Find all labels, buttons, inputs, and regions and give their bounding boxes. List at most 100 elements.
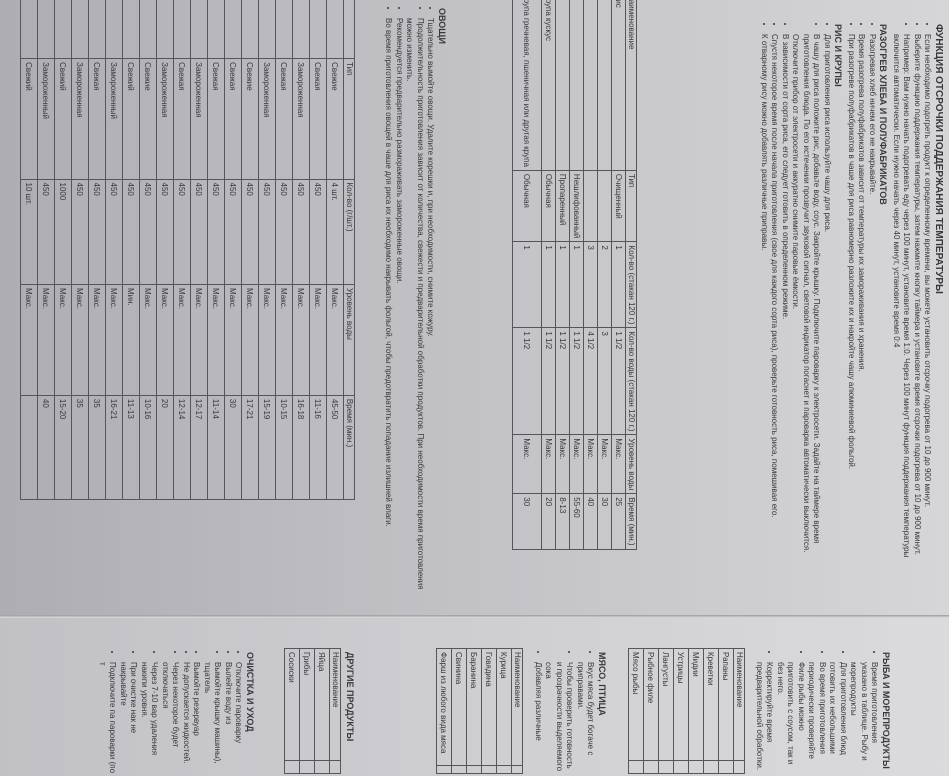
table-cell: 450 [71, 179, 89, 285]
table-cell: Крупа гречневая, пшеничная или другая кр… [512, 0, 542, 171]
meat-text: МЯСО, ПТИЦА Вкус мяса будет богаче с при… [533, 652, 610, 774]
table-cell: 450 [122, 179, 140, 285]
bullet-item: Добавляя различные [533, 662, 543, 774]
table-cell: 17-21 [241, 395, 259, 500]
table-cell [569, 0, 584, 171]
table-cell: 1 1/2 [555, 327, 570, 435]
table-cell [20, 0, 38, 59]
vegetables-bullets: Тщательно вымойте овощи. Удалите корешки… [383, 8, 436, 598]
table-cell: 30 [224, 395, 242, 500]
table-cell: 450 [224, 179, 242, 285]
meat-bullets: Вкус мяса будет богаче с приправами.Чтоб… [533, 652, 596, 774]
bullet-item: В чашу для риса положите рис, добавьте в… [790, 34, 822, 594]
table-cell: Свежий [54, 58, 72, 180]
bullet-item: Через 7-10 вар удаления накипи уровня. [139, 662, 160, 774]
table-cell: 12-14 [173, 395, 191, 500]
table-cell: Креветки [703, 648, 719, 761]
table-row: Фарш из любого вида мяса [436, 648, 452, 774]
table-cell: Замороженная [292, 58, 310, 180]
table-cell: Мясо рыбы [628, 648, 644, 761]
table-cell: 3 [583, 241, 598, 328]
table-cell-empty [703, 760, 719, 774]
table-cell: 450 [139, 179, 157, 285]
table-cell-empty [658, 760, 674, 774]
table-cell: Замороженная [71, 58, 89, 180]
other-text: ДРУГИЕ ПРОДУКТЫ [344, 652, 358, 774]
table-row: …рошекСвежий1000Макс.15-20 [54, 0, 72, 500]
table-cell: Макс. [37, 284, 55, 396]
bullet-item: Разогревая хлеб ничем его не накрывайте. [867, 34, 877, 594]
table-cell: Макс. [241, 284, 259, 396]
bullet-item: Спустя некоторое время после начала приг… [769, 34, 780, 594]
table-row: …ваСвежая450Макс.11-16 [309, 0, 327, 500]
table-cell: Свежие [326, 58, 344, 180]
table-row: Свинина [451, 648, 467, 774]
table-cell: Грибы [299, 648, 315, 761]
table-cell: Свежая [88, 58, 106, 180]
column-header: Время (мин.) [625, 493, 637, 550]
table-cell: Макс. [541, 434, 556, 494]
bullet-item: Время приготовления указано в таблице. Р… [848, 662, 880, 774]
intro-text: ФУНКЦИЯ ОТСРОЧКИ ПОДДЕРЖАНИЯ ТЕМПЕРАТУРЫ… [759, 24, 944, 594]
table-cell: Макс. [583, 434, 598, 494]
table-cell: …ста брокколи [275, 0, 293, 59]
table-cell: Макс. [207, 284, 225, 396]
bullet-item: Для приготовления риса используйте чашу … [822, 34, 832, 594]
table-cell: Свежие [139, 58, 157, 180]
table-cell: 1 [555, 241, 570, 328]
table-cell: Замороженная [190, 58, 208, 180]
bullet-item: Если необходимо подогреть продукт к опре… [922, 34, 933, 594]
table-cell: Крупа кускус [541, 0, 556, 171]
table-cell: Макс. [569, 434, 584, 494]
table-cell: 25 [611, 493, 626, 550]
table-cell: Макс. [275, 284, 293, 396]
table-row: Яйца [314, 648, 330, 774]
bullet-item: Корректируйте время предварительной обра… [754, 662, 775, 774]
column-header: Кол-во (стакан 120 г.) [625, 241, 637, 328]
rice-bullets: Для приготовления риса используйте чашу … [759, 24, 832, 594]
table-cell-empty [299, 760, 315, 774]
table-cell-empty [481, 765, 497, 774]
table-cell: 35 [71, 395, 89, 500]
fish-bullets: Время приготовления указано в таблице. Р… [754, 652, 880, 774]
table-row: Свежий 10 шт. Макс. [20, 0, 38, 500]
table-cell [292, 0, 310, 59]
table-cell: 450 [275, 179, 293, 285]
bullet-item: Вымойте крышку машины), тщатель [202, 662, 223, 774]
table-row: Замороженная 450 Макс. 35 [71, 0, 89, 500]
bullet-item: К отварному рису можно добавлять различн… [759, 34, 769, 594]
bullet-item: Для приготовления блюд готовить их небол… [827, 662, 849, 774]
table-row: Замороженная 450 Макс. 20 [156, 0, 174, 500]
table-cell: 1 [541, 241, 556, 328]
table-cell: 10 шт. [20, 179, 38, 285]
table-cell: Замороженная [156, 58, 174, 180]
table-cell-empty [496, 765, 512, 774]
bullet-item: Вымойте резервуар [191, 662, 202, 774]
bullet-item: Вкус мяса будет богаче с приправами. [575, 662, 596, 774]
table-header-row: Наименование [511, 648, 523, 774]
table-cell: …ва [309, 0, 327, 59]
table-cell: 1 1/2 [541, 327, 556, 435]
bullet-item: Чтобы проверить готовность и прозрачност… [543, 662, 575, 774]
table-row: Баранина [466, 648, 482, 774]
table-cell: Свежие [241, 58, 259, 180]
table-cell: 11-13 [122, 395, 140, 500]
table-cell: Макс. [555, 434, 570, 494]
table-cell: Макс. [88, 284, 106, 396]
table-cell: 10-15 [275, 395, 293, 500]
column-header: Уровень воды [625, 434, 637, 494]
table-row: …та …очаннаяСвежие450Макс.17-21 [241, 0, 259, 500]
bullet-item: Тщательно вымойте овощи. Удалите корешки… [425, 18, 436, 598]
table-cell: 35 [88, 395, 106, 500]
column-header: …менование [343, 0, 355, 59]
table-cell: Свежая [275, 58, 293, 180]
table-row: Крупа гречневая, пшеничная или другая кр… [512, 0, 542, 550]
bullet-item: Отключите пароварку [233, 662, 244, 774]
table-cell: Замороженный [105, 58, 123, 180]
cleaning-bullets: Отключите пароваркуВылейте воду изВымойт… [97, 652, 244, 774]
column-header: Кол-во воды (стакан 120 г.) [625, 327, 637, 435]
